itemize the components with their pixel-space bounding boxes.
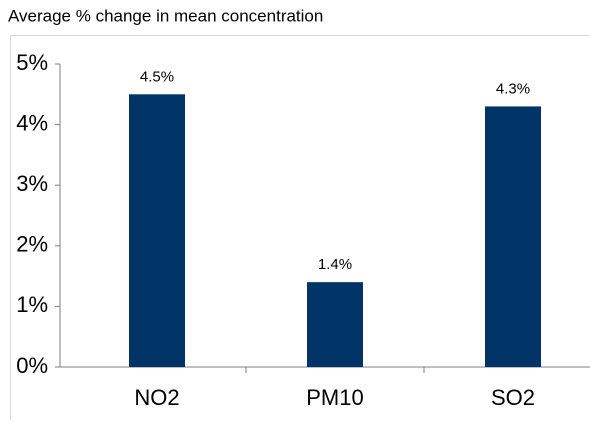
value-label: 4.3% (496, 80, 530, 97)
x-tick-label: SO2 (491, 385, 535, 410)
y-tick-label: 3% (16, 171, 48, 196)
y-tick-label: 1% (16, 292, 48, 317)
bar (129, 94, 185, 367)
x-tick-label: NO2 (134, 385, 179, 410)
bar (307, 282, 363, 367)
y-tick-label: 4% (16, 110, 48, 135)
y-tick-label: 2% (16, 232, 48, 257)
value-label: 4.5% (140, 68, 174, 85)
x-tick-label: PM10 (306, 385, 363, 410)
bar (485, 106, 541, 367)
y-tick-label: 5% (16, 50, 48, 75)
value-label: 1.4% (318, 256, 352, 273)
chart-title: Average % change in mean concentration (8, 6, 323, 25)
y-tick-label: 0% (16, 353, 48, 378)
